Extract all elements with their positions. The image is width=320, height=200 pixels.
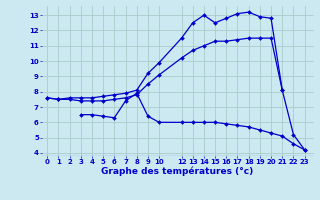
X-axis label: Graphe des températures (°c): Graphe des températures (°c) xyxy=(101,166,254,176)
